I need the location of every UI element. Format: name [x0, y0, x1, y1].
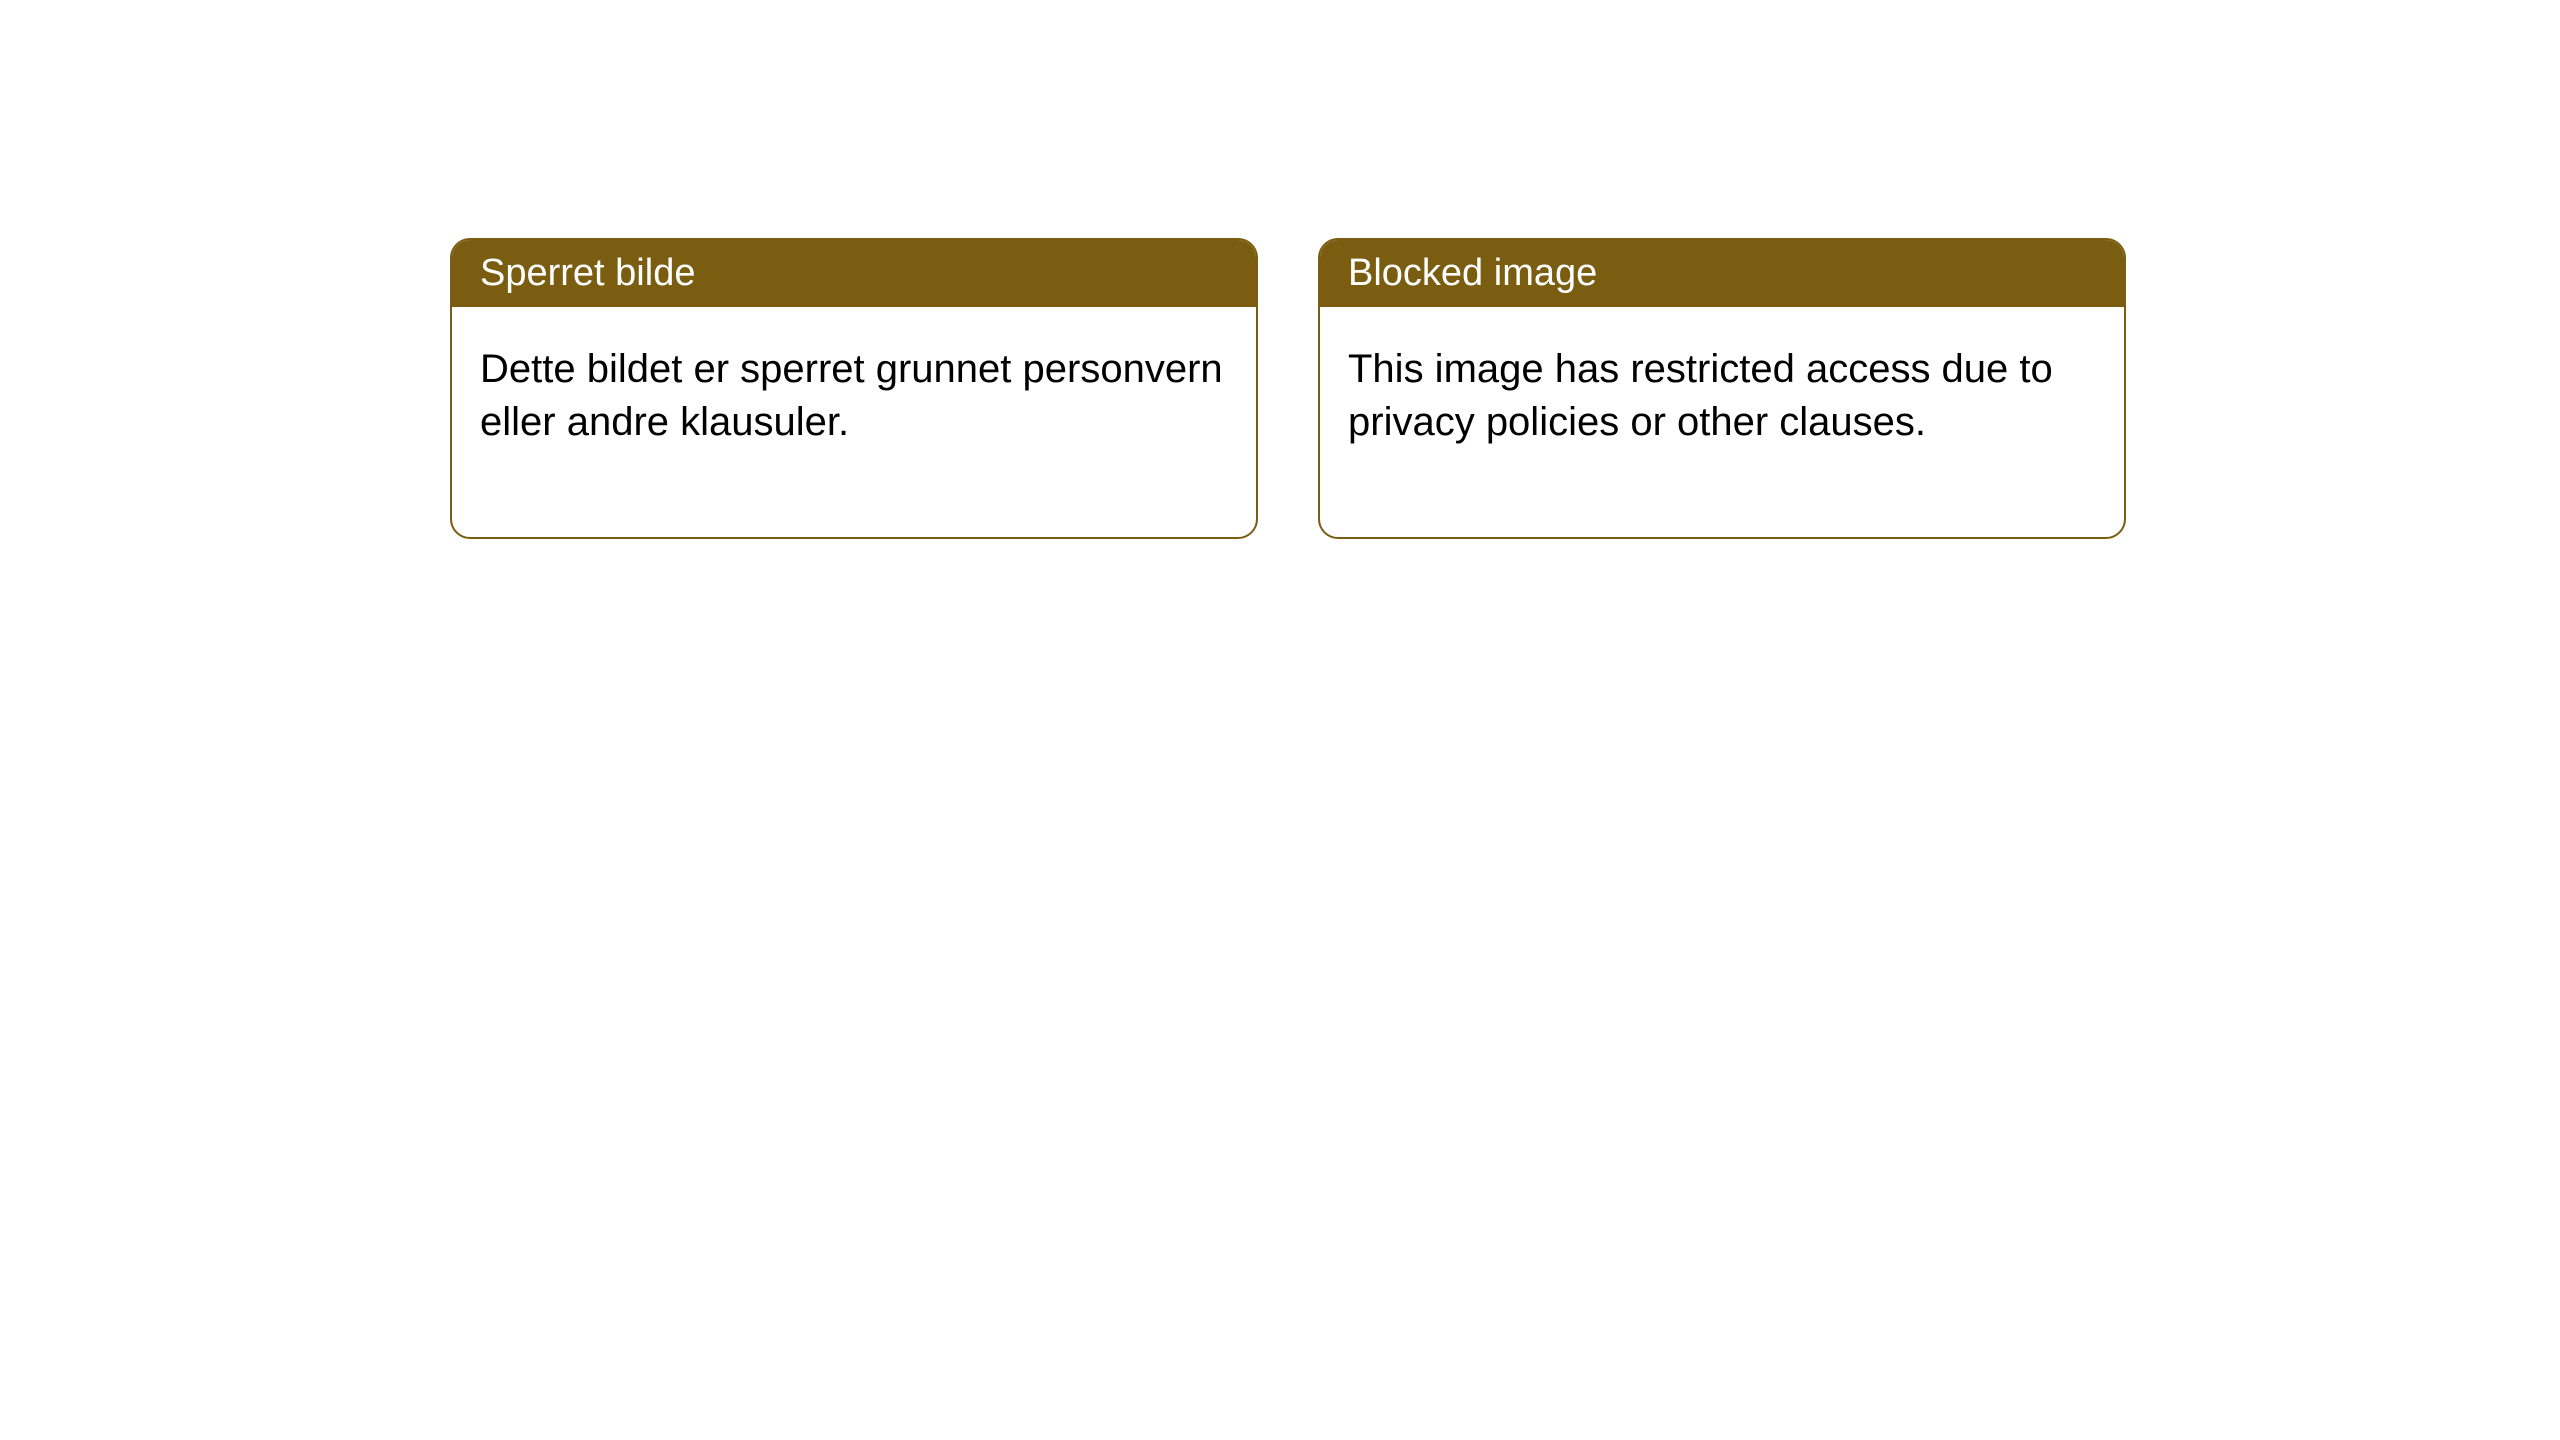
notice-body: This image has restricted access due to … [1320, 307, 2124, 537]
notice-body: Dette bildet er sperret grunnet personve… [452, 307, 1256, 537]
notice-header: Blocked image [1320, 240, 2124, 307]
notice-header: Sperret bilde [452, 240, 1256, 307]
notice-card-norwegian: Sperret bilde Dette bildet er sperret gr… [450, 238, 1258, 539]
notice-container: Sperret bilde Dette bildet er sperret gr… [450, 238, 2126, 539]
notice-card-english: Blocked image This image has restricted … [1318, 238, 2126, 539]
